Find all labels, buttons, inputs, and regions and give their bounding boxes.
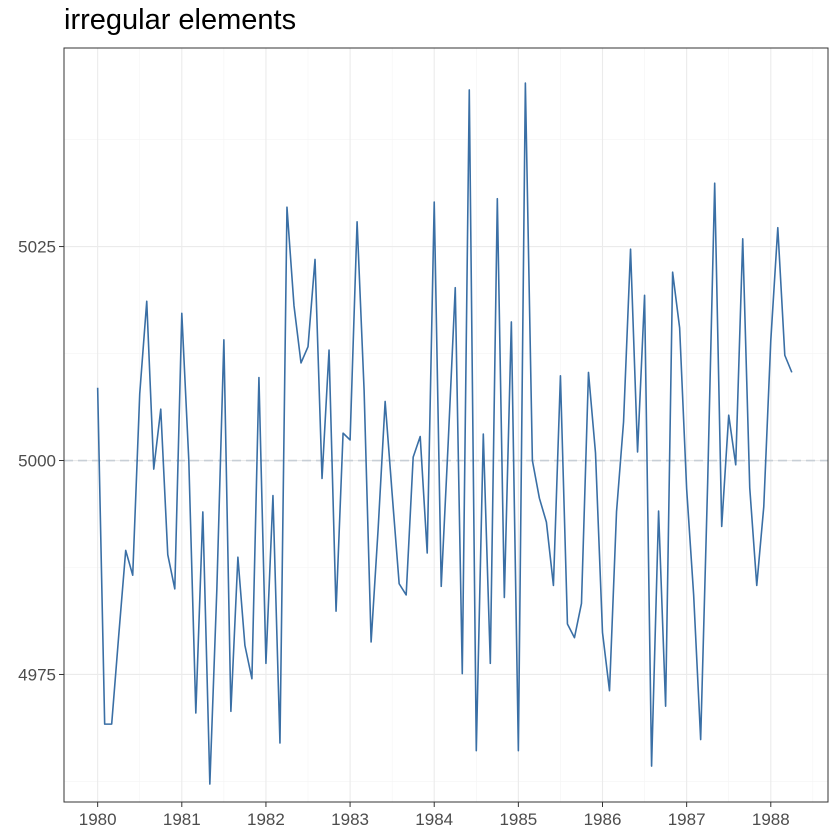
chart-title: irregular elements [64,4,297,36]
y-tick-label: 5000 [18,452,56,471]
panel-border [63,47,829,803]
y-tick-label: 4975 [18,665,56,684]
x-tick-label: 1981 [163,810,201,829]
x-tick-label: 1986 [584,810,622,829]
x-tick-label: 1987 [668,810,706,829]
minor-gridlines [64,48,828,802]
x-tick-label: 1983 [331,810,369,829]
y-tick-label: 5025 [18,238,56,257]
x-tick-label: 1985 [499,810,537,829]
x-tick-label: 1984 [415,810,453,829]
x-tick-label: 1982 [247,810,285,829]
x-axis: 1980 1981 1982 1983 1984 1985 1986 1987 1988 [79,802,790,829]
y-axis: 4975 5000 5025 [18,238,64,684]
x-tick-label: 1980 [79,810,117,829]
x-tick-label: 1988 [752,810,790,829]
series-line [96,82,793,785]
